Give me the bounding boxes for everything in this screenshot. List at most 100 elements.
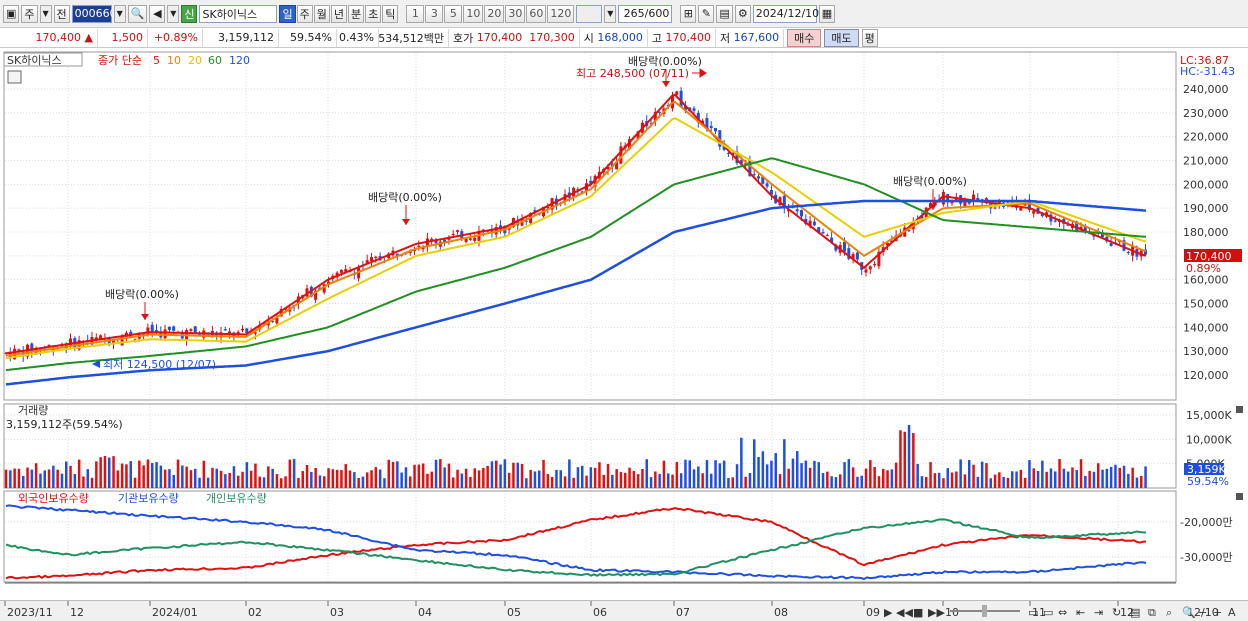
interval-custom-input[interactable] [576,4,603,23]
volume-bar [254,463,257,488]
price-tick: 230,000 [1183,107,1229,120]
stock-code-input[interactable]: 000660 [71,4,117,23]
sell-button[interactable]: 매도 [824,28,859,47]
volume-bar [847,459,851,488]
interval-0-button[interactable]: 1 [406,4,425,23]
calendar-icon[interactable]: ▦ [818,4,836,23]
print-icon[interactable]: ▤ [1130,606,1140,619]
price-tick: 210,000 [1183,155,1229,168]
period-2-button[interactable]: 월 [313,4,330,23]
volume-bar [490,461,494,488]
volume-bar [589,467,593,488]
chart-settings-icon[interactable]: ▣ [3,4,20,23]
period-1-button[interactable]: 주 [296,4,313,23]
period-0-button[interactable]: 일 [279,4,296,23]
interval-1-button[interactable]: 3 [425,4,444,23]
candle-body [757,176,760,179]
copy-icon[interactable]: ⧉ [1148,606,1156,619]
volume-tick: 15,000K [1186,409,1232,422]
volume-title: 거래량 [18,404,48,417]
volume-bar [860,475,863,488]
x-label: 05 [507,606,521,619]
volume-close-icon[interactable] [1236,406,1243,413]
volume-bar [937,472,941,488]
period-5-button[interactable]: 초 [365,4,382,23]
interval-7-button[interactable]: 120 [547,4,575,23]
speaker-icon[interactable]: ◀ [149,4,166,23]
shrink-icon[interactable]: ⇤ [1076,606,1085,619]
date-field[interactable]: 2024/12/10 [752,4,819,23]
volume-bar [989,478,992,488]
volume-bar [628,467,631,488]
candle-body [825,235,829,237]
stop-icon[interactable]: ■ [913,606,923,619]
volume-bar [116,470,120,488]
volume-current-pct: 59.54% [1187,475,1229,488]
zoom-in-icon[interactable]: + [1213,606,1222,619]
zoom-out-icon[interactable]: − [1198,606,1207,619]
volume-bar [34,463,38,488]
forward-icon[interactable]: ▶▶ [928,606,945,619]
ma-5-line [5,93,1147,355]
zoom-slider-handle[interactable] [982,605,987,617]
price-tick: 180,000 [1183,226,1229,239]
calc-icon[interactable] [7,70,22,84]
count-field[interactable]: 265/600 [618,4,673,23]
open-price: 시 168,000 [580,28,648,47]
save-icon[interactable]: ▤ [716,4,733,23]
buy-button[interactable]: 매수 [787,28,822,47]
low-label: 최저 124,500 (12/07) [103,358,216,371]
prev-button[interactable]: 전 [53,4,70,23]
candle-body [1019,207,1023,211]
interval-dropdown-icon[interactable]: ▼ [604,4,617,23]
expand-icon[interactable]: ⇥ [1094,606,1103,619]
zoom-icon[interactable]: ⌕ [1166,606,1172,619]
eval-button[interactable]: 평 [861,28,878,47]
refresh-icon[interactable]: ↻ [1112,606,1121,619]
period-3-button[interactable]: 년 [330,4,347,23]
candle-body [972,194,975,201]
volume-bar [1041,460,1044,488]
font-size-icon[interactable]: A [1228,606,1236,619]
layout2-icon[interactable]: ▭ [1043,606,1053,619]
volume-bar [1118,467,1121,488]
search-icon[interactable]: 🔍 [127,4,148,23]
volume-bar [86,469,89,488]
high-label: 최고 248,500 (07/11) [576,67,689,80]
volume-bar [310,471,313,488]
rewind-icon[interactable]: ◀◀ [896,606,913,619]
speaker-dropdown-icon[interactable]: ▼ [167,4,180,23]
volume-bar [679,473,683,488]
volume-bar [1019,469,1023,488]
period-6-button[interactable]: 틱 [382,4,399,23]
gear-icon[interactable]: ⚙ [734,4,751,23]
chart-svg[interactable]: 배당락(0.00%) 배당락(0.00%) 배당락(0.00%) 배당락(0.00%)… [0,50,1248,600]
interval-3-button[interactable]: 10 [463,4,484,23]
interval-6-button[interactable]: 60 [526,4,547,23]
fit-icon[interactable]: ⇔ [1058,606,1067,619]
volume-bar [796,451,799,488]
volume-bar [817,462,820,488]
ma60-label: 60 [208,54,222,67]
interval-2-button[interactable]: 5 [444,4,463,23]
candle-body [1144,249,1147,255]
volume-bars [4,425,1147,488]
play-icon[interactable]: ▶ [884,606,893,619]
volume-bar [899,430,902,488]
holding-close-icon[interactable] [1236,493,1243,500]
interval-5-button[interactable]: 30 [505,4,526,23]
layout-icon[interactable]: ▭ [1028,606,1038,619]
interval-4-button[interactable]: 20 [484,4,505,23]
chart-area[interactable]: 배당락(0.00%) 배당락(0.00%) 배당락(0.00%) 배당락(0.00%)… [0,50,1248,600]
period-select[interactable]: 주 [21,4,38,23]
draw-icon[interactable]: ✎ [698,4,715,23]
candle-body [344,269,348,272]
period-dropdown-icon[interactable]: ▼ [39,4,52,23]
candle-body [877,251,881,267]
magnify-icon[interactable]: 🔍 [1182,605,1196,619]
period-4-button[interactable]: 분 [347,4,365,23]
volume-bar [873,467,876,488]
code-dropdown-icon[interactable]: ▼ [113,4,126,23]
tools-icon[interactable]: ⊞ [680,4,697,23]
volume-bar [1109,466,1113,488]
